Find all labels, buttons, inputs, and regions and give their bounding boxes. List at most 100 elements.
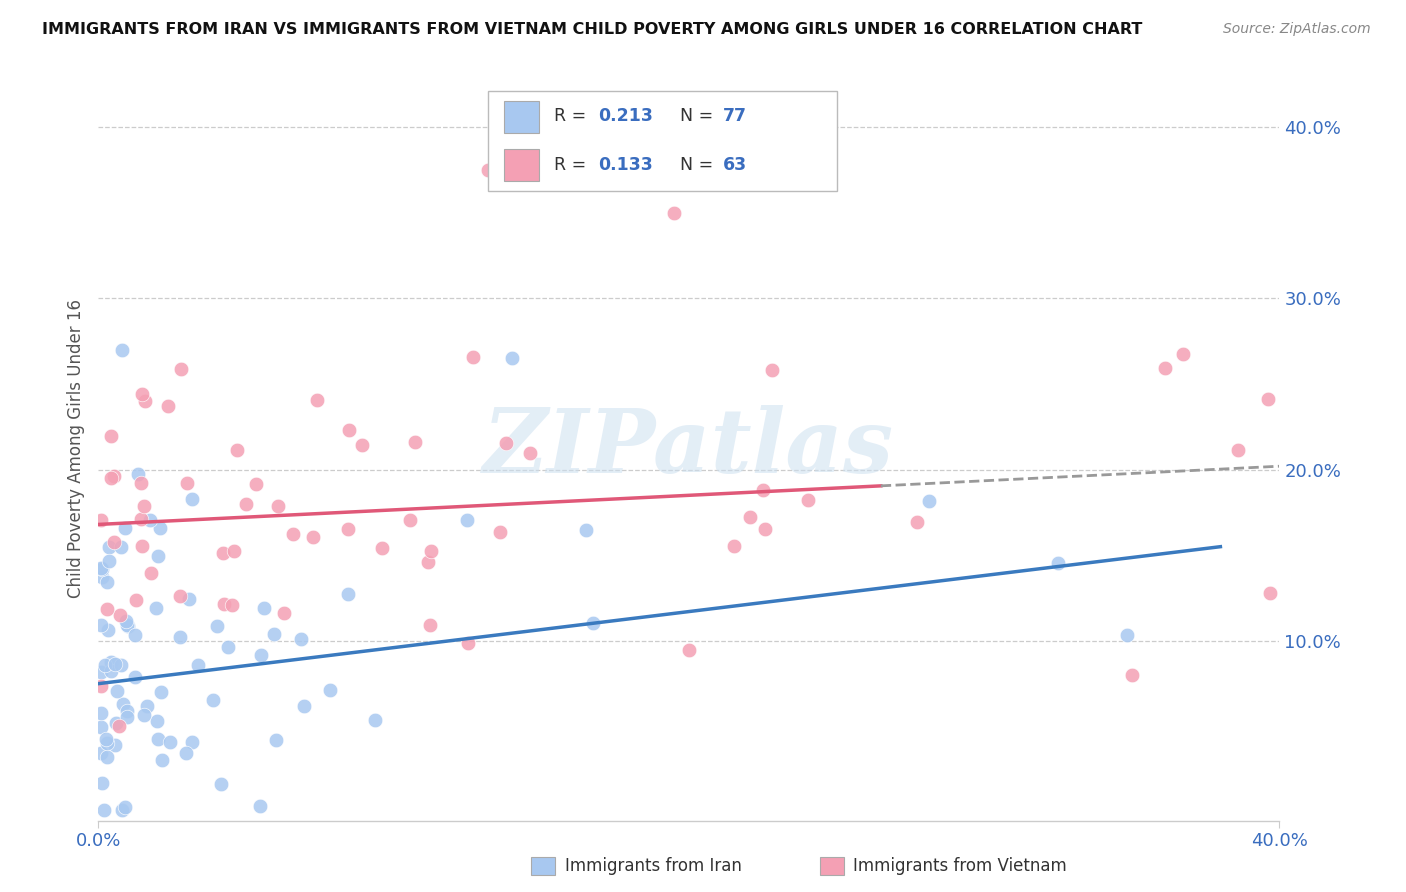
Point — [209, 777, 232, 791]
Point — [156, 399, 179, 413]
Point — [90, 706, 112, 721]
Point — [418, 555, 440, 569]
Point — [752, 483, 775, 498]
Point — [488, 524, 510, 539]
Point — [281, 527, 304, 541]
Point — [127, 467, 149, 481]
Point — [90, 513, 112, 527]
Point — [115, 618, 138, 632]
Point — [1115, 628, 1137, 642]
Point — [754, 522, 776, 536]
Text: Immigrants from Iran: Immigrants from Iran — [565, 857, 742, 875]
Point — [212, 547, 235, 561]
Point — [307, 393, 329, 408]
Point — [124, 628, 146, 642]
Point — [149, 685, 172, 699]
Point — [461, 350, 484, 364]
Point — [245, 477, 267, 491]
Point — [1258, 585, 1281, 599]
Point — [419, 544, 441, 558]
Point — [94, 658, 117, 673]
Point — [136, 699, 159, 714]
Point — [797, 492, 820, 507]
Point — [90, 618, 112, 632]
Point — [117, 619, 139, 633]
Point — [723, 539, 745, 553]
Point — [501, 351, 523, 366]
Point — [221, 598, 243, 612]
Point — [104, 738, 127, 752]
Point — [100, 471, 122, 485]
Point — [131, 386, 153, 401]
Point — [212, 597, 235, 611]
Point — [104, 657, 127, 671]
Point — [207, 619, 229, 633]
Point — [105, 716, 128, 731]
Point — [905, 515, 928, 529]
Point — [664, 206, 686, 220]
FancyBboxPatch shape — [820, 857, 844, 875]
Point — [110, 657, 132, 672]
Point — [90, 720, 112, 734]
Point — [98, 554, 121, 568]
Point — [364, 713, 387, 727]
Point — [110, 541, 132, 555]
Point — [187, 657, 209, 672]
Point — [917, 493, 939, 508]
Point — [90, 561, 112, 575]
Point — [1121, 668, 1143, 682]
Point — [129, 512, 152, 526]
Point — [174, 746, 197, 760]
Point — [169, 589, 191, 603]
Point — [224, 544, 246, 558]
Point — [337, 522, 360, 536]
Point — [418, 617, 440, 632]
Point — [264, 732, 287, 747]
Point — [253, 600, 276, 615]
Text: Immigrants from Vietnam: Immigrants from Vietnam — [853, 857, 1067, 875]
Point — [115, 615, 138, 629]
Point — [97, 540, 120, 554]
Point — [226, 442, 249, 457]
Point — [96, 575, 118, 590]
Point — [100, 655, 122, 669]
Point — [124, 670, 146, 684]
Point — [100, 664, 122, 678]
Point — [100, 429, 122, 443]
Point — [132, 499, 155, 513]
Point — [169, 631, 191, 645]
Point — [114, 800, 136, 814]
Point — [301, 530, 323, 544]
Text: ZIPatlas: ZIPatlas — [484, 405, 894, 491]
Point — [170, 362, 193, 376]
Point — [1226, 443, 1249, 458]
Point — [678, 643, 700, 657]
Point — [93, 803, 115, 817]
Point — [125, 592, 148, 607]
Point — [96, 736, 118, 750]
Point — [319, 683, 342, 698]
Point — [249, 648, 271, 663]
Point — [134, 707, 156, 722]
Point — [575, 523, 598, 537]
FancyBboxPatch shape — [531, 857, 555, 875]
Point — [91, 776, 114, 790]
Point — [181, 735, 204, 749]
Point — [495, 436, 517, 450]
Point — [90, 747, 112, 761]
Point — [103, 535, 125, 549]
Point — [131, 539, 153, 553]
Point — [139, 513, 162, 527]
Point — [96, 750, 118, 764]
Point — [337, 423, 360, 437]
Point — [105, 683, 128, 698]
Point — [235, 497, 257, 511]
Point — [90, 679, 112, 693]
Point — [134, 393, 156, 408]
Point — [111, 803, 134, 817]
Point — [582, 616, 605, 631]
Point — [352, 438, 374, 452]
Point — [145, 601, 167, 615]
Point — [108, 607, 131, 622]
Point — [273, 606, 295, 620]
